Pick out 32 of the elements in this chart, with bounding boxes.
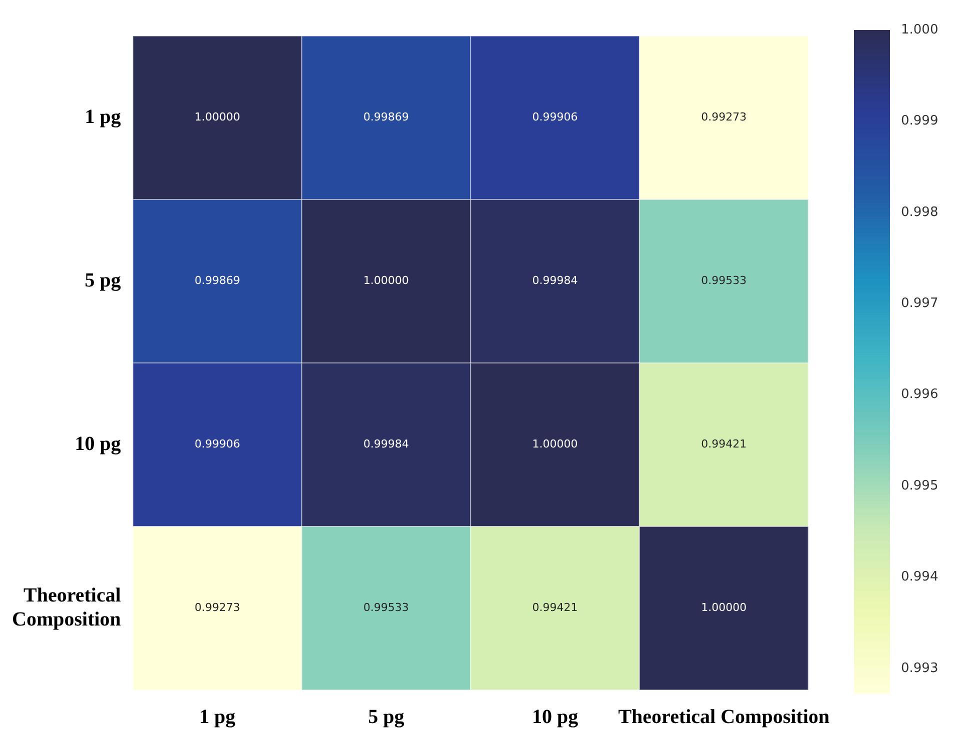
color-bar-label: 1.000 bbox=[901, 22, 938, 38]
data-label: 0.99421 bbox=[532, 601, 578, 614]
data-label: 1.00000 bbox=[532, 438, 578, 451]
color-bar-label: 0.997 bbox=[901, 296, 938, 311]
y-tick-label: 10 pg bbox=[74, 432, 121, 455]
color-bar-label: 0.999 bbox=[901, 114, 938, 129]
x-tick-label: 5 pg bbox=[368, 706, 404, 728]
color-bar-label: 0.998 bbox=[901, 204, 938, 220]
data-label: 0.99906 bbox=[194, 438, 240, 451]
x-tick-label: 1 pg bbox=[199, 706, 236, 728]
data-label: 0.99869 bbox=[194, 274, 240, 288]
color-bar-label: 0.996 bbox=[901, 387, 938, 402]
color-bar-label: 0.995 bbox=[901, 478, 938, 494]
data-label: 1.00000 bbox=[363, 274, 409, 288]
y-tick-label: Theoretical Composition bbox=[12, 584, 122, 630]
y-tick-label: 1 pg bbox=[84, 106, 121, 128]
data-label: 0.99273 bbox=[701, 110, 747, 124]
data-label: 0.99869 bbox=[363, 110, 409, 124]
data-label: 0.99273 bbox=[194, 601, 240, 614]
data-label: 1.00000 bbox=[701, 601, 747, 614]
color-bar-label: 0.993 bbox=[901, 660, 938, 676]
data-label: 0.99421 bbox=[701, 438, 747, 451]
x-tick-label: Theoretical Composition bbox=[618, 706, 830, 728]
x-tick-label: 10 pg bbox=[532, 706, 578, 728]
y-tick-label: 5 pg bbox=[84, 269, 121, 292]
data-label: 0.99984 bbox=[363, 438, 409, 451]
data-label: 1.00000 bbox=[194, 110, 240, 124]
data-label: 0.99984 bbox=[532, 274, 578, 288]
data-label: 0.99533 bbox=[701, 274, 747, 288]
data-label: 0.99533 bbox=[363, 601, 409, 614]
data-label: 0.99906 bbox=[532, 110, 578, 124]
color-bar-label: 0.994 bbox=[901, 570, 938, 585]
